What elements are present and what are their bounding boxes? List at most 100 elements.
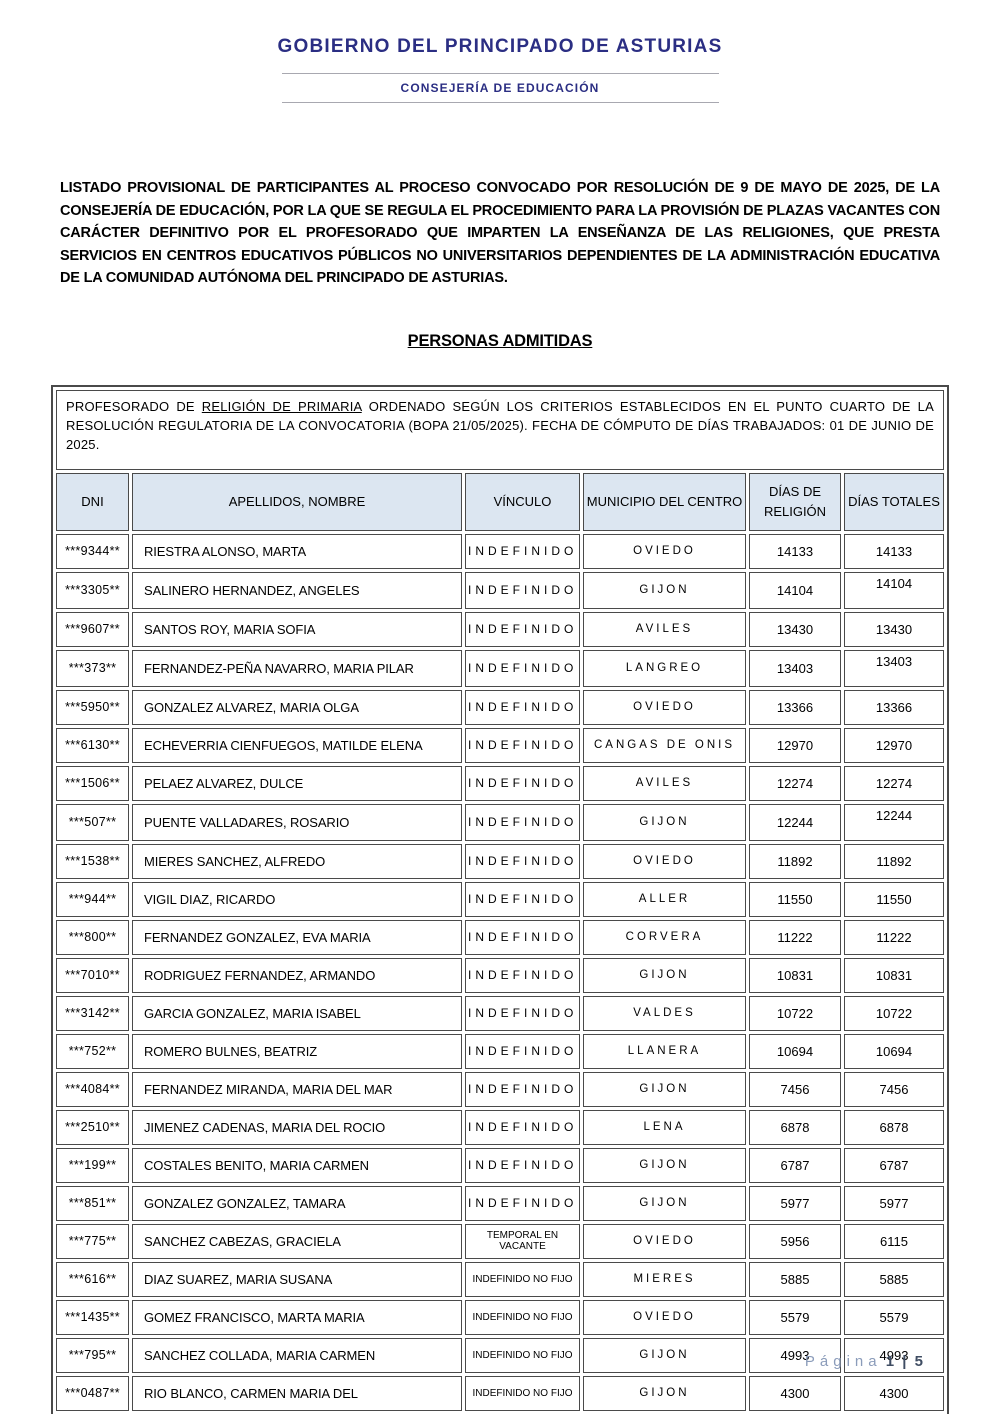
cell-dias-religion: 14133	[749, 533, 841, 569]
cell-dias-religion: 7456	[749, 1071, 841, 1107]
cell-nombre: SALINERO HERNANDEZ, ANGELES	[132, 571, 462, 609]
cell-nombre: MIERES SANCHEZ, ALFREDO	[132, 843, 462, 879]
cell-vinculo: INDEFINIDO	[465, 803, 580, 841]
cell-dias-totales: 14133	[844, 533, 944, 569]
table-row: ***775** SANCHEZ CABEZAS, GRACIELA TEMPO…	[56, 1223, 944, 1259]
caption-text-after: ORDENADO SEGÚN LOS CRITERIOS ESTABLECIDO…	[66, 399, 934, 452]
caption-text-before: PROFESORADO DE	[66, 399, 202, 415]
footer-page-label: Página	[804, 1353, 882, 1370]
cell-dni: ***795**	[56, 1337, 129, 1373]
cell-dias-totales: 4300	[844, 1375, 944, 1411]
table-row: ***507** PUENTE VALLADARES, ROSARIO INDE…	[56, 803, 944, 841]
table-row: ***7010** RODRIGUEZ FERNANDEZ, ARMANDO I…	[56, 957, 944, 993]
cell-vinculo: INDEFINIDO	[465, 649, 580, 687]
cell-dias-religion: 10831	[749, 957, 841, 993]
cell-municipio: OVIEDO	[583, 843, 746, 879]
cell-municipio: AVILES	[583, 611, 746, 647]
cell-dias-religion: 14104	[749, 571, 841, 609]
cell-vinculo: INDEFINIDO NO FIJO	[465, 1337, 580, 1373]
cell-dias-totales: 4993	[844, 1337, 944, 1373]
cell-dias-religion: 13403	[749, 649, 841, 687]
column-header-vinculo: VÍNCULO	[465, 472, 580, 531]
cell-dni: ***6130**	[56, 727, 129, 763]
cell-dni: ***944**	[56, 881, 129, 917]
cell-dias-totales: 12970	[844, 727, 944, 763]
cell-vinculo: INDEFINIDO	[465, 571, 580, 609]
cell-dias-totales: 10694	[844, 1033, 944, 1069]
cell-dias-religion: 10694	[749, 1033, 841, 1069]
cell-municipio: GIJON	[583, 1337, 746, 1373]
admitted-table: PROFESORADO DE RELIGIÓN DE PRIMARIA ORDE…	[51, 385, 949, 1414]
cell-municipio: OVIEDO	[583, 689, 746, 725]
cell-dni: ***851**	[56, 1185, 129, 1221]
table-row: ***616** DIAZ SUAREZ, MARIA SUSANA INDEF…	[56, 1261, 944, 1297]
cell-vinculo: INDEFINIDO	[465, 1071, 580, 1107]
cell-dias-totales: 12244	[844, 803, 944, 841]
cell-dias-religion: 5956	[749, 1223, 841, 1259]
cell-dias-religion: 6878	[749, 1109, 841, 1145]
table-caption: PROFESORADO DE RELIGIÓN DE PRIMARIA ORDE…	[56, 390, 944, 470]
cell-dias-religion: 5885	[749, 1261, 841, 1297]
cell-dias-totales: 12274	[844, 765, 944, 801]
cell-dni: ***1435**	[56, 1299, 129, 1335]
cell-vinculo: INDEFINIDO	[465, 957, 580, 993]
cell-dias-totales: 11222	[844, 919, 944, 955]
column-header-dias-religion: DÍAS DE RELIGIÓN	[749, 472, 841, 531]
cell-dias-totales: 7456	[844, 1071, 944, 1107]
cell-nombre: SANTOS ROY, MARIA SOFIA	[132, 611, 462, 647]
table-caption-row: PROFESORADO DE RELIGIÓN DE PRIMARIA ORDE…	[56, 390, 944, 470]
cell-dias-totales: 6878	[844, 1109, 944, 1145]
cell-municipio: GIJON	[583, 803, 746, 841]
cell-vinculo: INDEFINIDO	[465, 843, 580, 879]
table-row: ***6130** ECHEVERRIA CIENFUEGOS, MATILDE…	[56, 727, 944, 763]
table-row: ***944** VIGIL DIAZ, RICARDO INDEFINIDO …	[56, 881, 944, 917]
cell-nombre: FERNANDEZ MIRANDA, MARIA DEL MAR	[132, 1071, 462, 1107]
cell-municipio: GIJON	[583, 571, 746, 609]
table-row: ***199** COSTALES BENITO, MARIA CARMEN I…	[56, 1147, 944, 1183]
cell-dias-religion: 12274	[749, 765, 841, 801]
cell-vinculo: INDEFINIDO NO FIJO	[465, 1261, 580, 1297]
table-row: ***851** GONZALEZ GONZALEZ, TAMARA INDEF…	[56, 1185, 944, 1221]
cell-vinculo: INDEFINIDO	[465, 1033, 580, 1069]
cell-dias-totales: 5885	[844, 1261, 944, 1297]
cell-dias-totales: 11550	[844, 881, 944, 917]
cell-municipio: LLANERA	[583, 1033, 746, 1069]
cell-dni: ***9344**	[56, 533, 129, 569]
table-row: ***752** ROMERO BULNES, BEATRIZ INDEFINI…	[56, 1033, 944, 1069]
cell-dias-religion: 11222	[749, 919, 841, 955]
column-header-municipio: MUNICIPIO DEL CENTRO	[583, 472, 746, 531]
header-rule-top	[281, 73, 719, 74]
table-row: ***5950** GONZALEZ ALVAREZ, MARIA OLGA I…	[56, 689, 944, 725]
cell-municipio: OVIEDO	[583, 1223, 746, 1259]
table-row: ***795** SANCHEZ COLLADA, MARIA CARMEN I…	[56, 1337, 944, 1373]
cell-dias-totales: 6115	[844, 1223, 944, 1259]
cell-dias-totales: 13430	[844, 611, 944, 647]
cell-dias-totales: 5977	[844, 1185, 944, 1221]
cell-nombre: RIO BLANCO, CARMEN MARIA DEL	[132, 1375, 462, 1411]
cell-vinculo: INDEFINIDO	[465, 727, 580, 763]
cell-vinculo: INDEFINIDO NO FIJO	[465, 1375, 580, 1411]
cell-dni: ***373**	[56, 649, 129, 687]
cell-dias-religion: 12970	[749, 727, 841, 763]
cell-dni: ***775**	[56, 1223, 129, 1259]
department-subtitle: CONSEJERÍA DE EDUCACIÓN	[400, 81, 600, 95]
cell-vinculo: INDEFINIDO	[465, 533, 580, 569]
cell-municipio: OVIEDO	[583, 1299, 746, 1335]
cell-municipio: GIJON	[583, 1071, 746, 1107]
cell-nombre: SANCHEZ CABEZAS, GRACIELA	[132, 1223, 462, 1259]
cell-vinculo: INDEFINIDO	[465, 919, 580, 955]
cell-dni: ***800**	[56, 919, 129, 955]
cell-municipio: MIERES	[583, 1261, 746, 1297]
table-row: ***4084** FERNANDEZ MIRANDA, MARIA DEL M…	[56, 1071, 944, 1107]
cell-municipio: AVILES	[583, 765, 746, 801]
cell-dni: ***507**	[56, 803, 129, 841]
cell-nombre: GOMEZ FRANCISCO, MARTA MARIA	[132, 1299, 462, 1335]
header-rule-bottom	[281, 102, 719, 103]
page-footer: Página 1 | 5	[805, 1353, 925, 1370]
cell-dias-religion: 12244	[749, 803, 841, 841]
column-header-dias-totales: DÍAS TOTALES	[844, 472, 944, 531]
cell-municipio: GIJON	[583, 1375, 746, 1411]
cell-municipio: CORVERA	[583, 919, 746, 955]
cell-nombre: GONZALEZ ALVAREZ, MARIA OLGA	[132, 689, 462, 725]
cell-nombre: JIMENEZ CADENAS, MARIA DEL ROCIO	[132, 1109, 462, 1145]
